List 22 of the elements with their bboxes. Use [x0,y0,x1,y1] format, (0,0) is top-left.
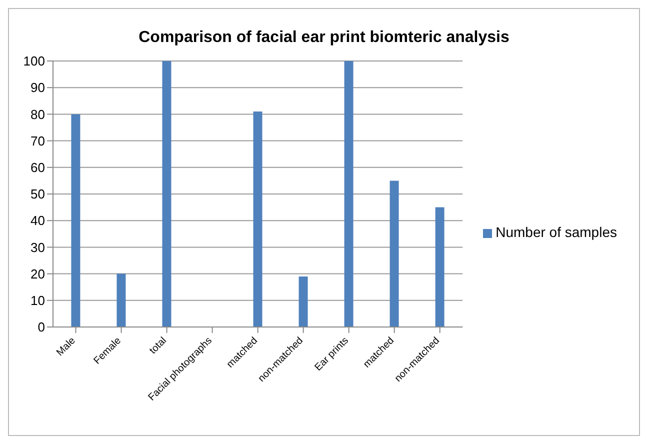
y-tick-label: 80 [30,106,45,122]
y-tick-label: 70 [30,133,45,148]
bar [71,114,80,327]
chart-title: Comparison of facial ear print biomteric analysis [138,28,510,47]
bar [298,276,308,327]
y-tick-label: 20 [30,266,45,282]
y-tick-label: 60 [30,160,45,176]
y-tick-label: 30 [30,240,45,255]
y-tick-label: 40 [30,213,45,228]
y-tick-label: 0 [38,320,45,335]
y-tick-label: 90 [30,80,45,96]
bar [344,61,354,327]
bar [435,207,444,327]
bar [390,180,399,327]
bar [116,274,126,327]
y-tick-label: 10 [30,293,45,308]
y-tick-label: 100 [23,54,45,69]
y-tick-label: 50 [30,186,45,202]
x-tick-label: total [148,335,169,356]
legend-label: Number of samples [496,224,617,240]
bar [253,112,262,327]
bar [162,61,172,327]
